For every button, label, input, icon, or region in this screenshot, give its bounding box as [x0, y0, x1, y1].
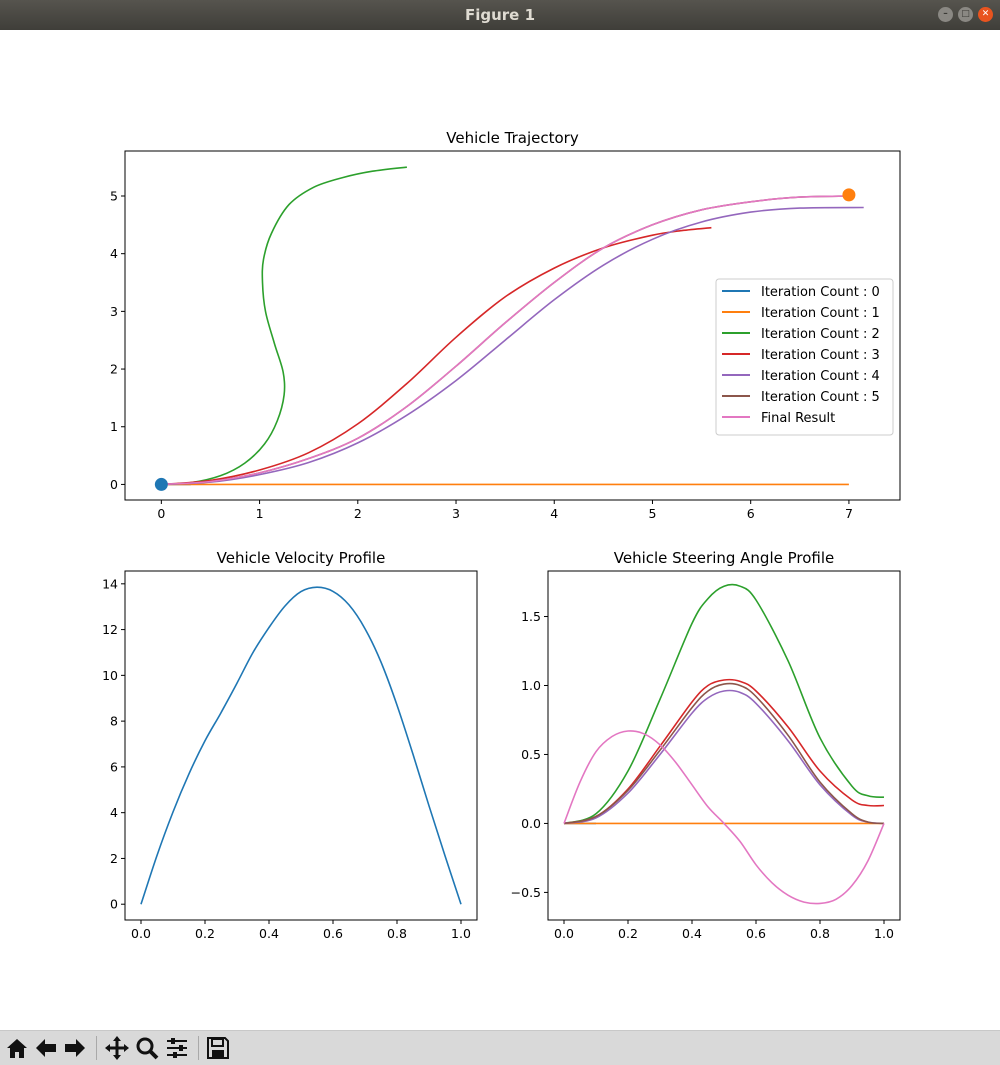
series-line-iter4	[563, 689, 885, 825]
y-tick-label: 4	[110, 246, 118, 261]
series-line-iter3	[563, 678, 885, 825]
marker-start	[154, 477, 168, 491]
x-tick-label: 0.2	[195, 926, 215, 941]
legend-label: Iteration Count : 5	[761, 390, 880, 405]
x-tick-label: 0	[157, 506, 165, 521]
axes-frame	[547, 570, 901, 921]
save-icon[interactable]	[205, 1035, 231, 1061]
x-tick-label: 0.4	[682, 926, 702, 941]
legend-label: Iteration Count : 2	[761, 327, 880, 342]
x-tick-label: 0.0	[131, 926, 151, 941]
x-tick-label: 5	[648, 506, 656, 521]
axes-frame	[124, 570, 478, 921]
toolbar-separator	[96, 1036, 97, 1060]
series-line-final-result	[161, 195, 849, 486]
x-tick-label: 4	[550, 506, 558, 521]
back-icon[interactable]	[33, 1035, 59, 1061]
y-tick-label: 5	[110, 188, 118, 203]
y-tick-label: 3	[110, 304, 118, 319]
series-line-iteration-count-2	[161, 166, 407, 486]
series-line-final	[563, 730, 885, 905]
axes-trajectory: Vehicle Trajectory 0 1 2 3 4 5 6 7 0 1 2 3 4 5 Iteratio…	[110, 129, 901, 521]
x-tick-label: 7	[845, 506, 853, 521]
x-tick-label: 0.0	[554, 926, 574, 941]
pan-icon[interactable]	[104, 1035, 130, 1061]
y-tick-label: 2	[110, 362, 118, 377]
legend-label: Iteration Count : 1	[761, 306, 880, 321]
x-tick-label: 0.2	[618, 926, 638, 941]
navigation-toolbar	[0, 1030, 1000, 1065]
x-tick-label: 0.4	[259, 926, 279, 941]
legend-label: Iteration Count : 0	[761, 285, 880, 300]
minimize-icon[interactable]: –	[938, 7, 953, 22]
series-line-velocity	[140, 586, 462, 905]
series-line-iteration-count-3	[161, 226, 712, 486]
y-tick-label: 12	[102, 622, 118, 637]
y-tick-label: 0	[110, 897, 118, 912]
maximize-icon[interactable]: □	[958, 7, 973, 22]
configure-subplots-icon[interactable]	[164, 1035, 190, 1061]
y-tick-label: 2	[110, 851, 118, 866]
x-tick-label: 0.8	[810, 926, 830, 941]
window-titlebar: Figure 1 – □ ✕	[0, 0, 1000, 30]
x-tick-label: 6	[747, 506, 755, 521]
x-tick-label: 0.6	[746, 926, 766, 941]
window-title: Figure 1	[464, 6, 536, 24]
x-tick-label: 1.0	[451, 926, 471, 941]
y-tick-label: 1	[110, 419, 118, 434]
x-tick-label: 2	[354, 506, 362, 521]
marker-goal	[842, 188, 856, 202]
series-line-iter2	[563, 583, 885, 825]
y-tick-label: 0.5	[521, 747, 541, 762]
y-tick-label: 4	[110, 805, 118, 820]
legend-label: Iteration Count : 3	[761, 348, 880, 363]
x-tick-label: 0.6	[323, 926, 343, 941]
y-tick-label: 0	[110, 477, 118, 492]
legend-label: Iteration Count : 4	[761, 369, 880, 384]
x-tick-label: 1.0	[874, 926, 894, 941]
legend-frame	[715, 278, 894, 436]
series-line-iter5	[563, 682, 885, 825]
y-tick-label: 8	[110, 714, 118, 729]
y-tick-label: 1.0	[521, 678, 541, 693]
forward-icon[interactable]	[62, 1035, 88, 1061]
axes-velocity: Vehicle Velocity Profile 0.0 0.2 0.4 0.6 0.8 1…	[102, 549, 478, 941]
y-tick-label: 10	[102, 668, 118, 683]
x-tick-label: 1	[256, 506, 264, 521]
zoom-icon[interactable]	[134, 1035, 160, 1061]
x-tick-label: 0.8	[387, 926, 407, 941]
home-icon[interactable]	[4, 1035, 30, 1061]
chart-title: Vehicle Steering Angle Profile	[614, 549, 835, 567]
x-tick-label: 3	[452, 506, 460, 521]
series-line-iteration-count-4	[161, 206, 864, 486]
legend: Iteration Count : 0 Iteration Count : 1 It…	[715, 278, 894, 436]
chart-title: Vehicle Velocity Profile	[217, 549, 386, 567]
close-icon[interactable]: ✕	[978, 7, 993, 22]
legend-label: Final Result	[761, 411, 835, 426]
y-tick-label: 0.0	[521, 816, 541, 831]
chart-title: Vehicle Trajectory	[446, 129, 579, 147]
y-tick-label: 6	[110, 759, 118, 774]
y-tick-label: −0.5	[511, 885, 541, 900]
axes-steering: Vehicle Steering Angle Profile 0.0 0.2 0.4 0…	[511, 549, 901, 941]
y-tick-label: 1.5	[521, 609, 541, 624]
y-tick-label: 14	[102, 576, 118, 591]
toolbar-separator	[198, 1036, 199, 1060]
